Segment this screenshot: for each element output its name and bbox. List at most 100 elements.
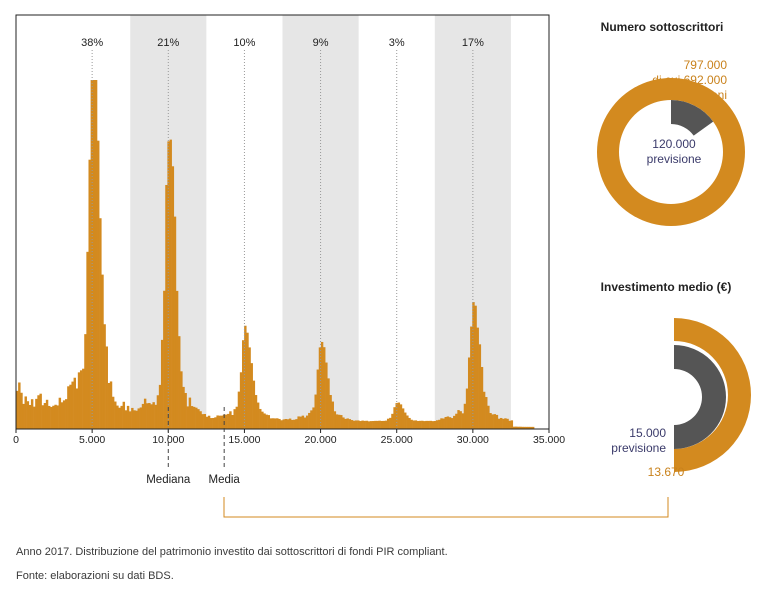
histogram-bar	[146, 403, 149, 429]
donut2-outer-label: 13.670	[648, 465, 685, 479]
donut1-inner-label-1: 120.000	[652, 137, 696, 151]
histogram-bar	[418, 420, 422, 429]
histogram-bar	[224, 414, 228, 429]
histogram-bar	[175, 290, 179, 429]
histogram-bar	[69, 384, 72, 429]
histogram-bar	[56, 405, 59, 429]
histogram-bar	[212, 417, 215, 429]
histogram-bar	[50, 406, 53, 429]
histogram-bar	[359, 421, 362, 429]
histogram-bar	[246, 332, 249, 429]
histogram-bar	[45, 399, 49, 429]
band-share-label: 9%	[313, 37, 329, 49]
histogram-bar	[380, 420, 384, 429]
histogram-bar	[207, 415, 211, 429]
donut2-forecast-arc	[674, 345, 726, 449]
histogram-bar	[329, 395, 332, 429]
histogram-bar	[427, 420, 430, 429]
histogram-bar	[156, 395, 160, 429]
histogram-bar	[531, 426, 535, 429]
histogram-bar	[86, 251, 89, 429]
histogram-bar	[75, 388, 79, 429]
histogram-bar	[22, 403, 25, 429]
histogram-bar	[160, 339, 164, 429]
histogram-bar	[361, 420, 364, 429]
histogram-bar	[265, 414, 268, 429]
histogram-bar	[320, 341, 324, 429]
histogram-bar	[438, 419, 441, 429]
histogram-bar	[363, 420, 366, 429]
histogram-bar	[423, 421, 426, 429]
histogram-bar	[148, 402, 151, 429]
band-share-label: 38%	[81, 37, 103, 49]
histogram-bar	[82, 368, 85, 429]
histogram-bar	[92, 80, 96, 429]
histogram-bar	[489, 413, 492, 429]
histogram-bar	[30, 399, 34, 429]
histogram-bar	[28, 404, 32, 429]
histogram-bar	[354, 420, 358, 429]
histogram-bar	[340, 415, 343, 429]
histogram-bar	[163, 290, 166, 429]
histogram-bar	[280, 420, 283, 429]
histogram-bar	[218, 415, 221, 429]
histogram-bar	[67, 386, 70, 429]
histogram-bar	[203, 413, 207, 429]
histogram-bar	[107, 383, 111, 429]
histogram-bar	[493, 414, 496, 429]
x-axis: 0 5.000 10.000 15.000 20.000 25.000 30.000 35.0…	[13, 429, 565, 446]
histogram-bar	[318, 347, 322, 429]
histogram-bar	[404, 412, 407, 429]
histogram-bar	[521, 426, 524, 429]
histogram-bar	[308, 412, 311, 429]
histogram-bar	[478, 344, 482, 429]
histogram-bar	[103, 324, 106, 429]
histogram-bar	[295, 419, 298, 429]
histogram-bar	[220, 415, 224, 429]
histogram-bar	[52, 405, 55, 429]
histogram-bar	[433, 421, 437, 429]
histogram-bar	[135, 410, 138, 429]
histogram-bar	[382, 420, 386, 429]
histogram-bar	[333, 411, 337, 429]
x-tick-label: 0	[13, 434, 19, 446]
histogram-bar	[369, 421, 373, 429]
histogram-bar	[114, 401, 117, 429]
donut2-title: Investimento medio (€)	[601, 280, 732, 294]
histogram-bar	[210, 418, 213, 429]
histogram-bar	[111, 396, 115, 429]
histogram-bar	[276, 418, 279, 429]
histogram-bar	[410, 419, 413, 429]
histogram-bar	[350, 420, 354, 429]
histogram-bar	[357, 420, 360, 429]
histogram-bar	[284, 418, 288, 429]
histogram-bar	[305, 415, 309, 429]
histogram-bar	[105, 346, 108, 429]
marker-label: Mediana	[146, 474, 191, 486]
histogram-bar	[502, 418, 505, 429]
histogram-bar	[150, 404, 153, 429]
histogram-bar	[186, 406, 189, 429]
histogram-bar	[54, 404, 57, 429]
histogram-bar	[33, 406, 36, 429]
histogram-bar	[273, 418, 277, 429]
histogram-bar	[485, 397, 488, 429]
histogram-bar	[352, 420, 356, 429]
histogram-bar	[120, 405, 123, 429]
histogram-bar	[122, 401, 126, 429]
histogram-bar	[188, 397, 192, 429]
histogram-bar	[41, 405, 45, 429]
histogram-bar	[457, 410, 460, 429]
histogram-bar	[109, 381, 113, 429]
histogram-bar	[453, 415, 456, 429]
histogram-bar	[314, 394, 317, 429]
histogram-bar	[470, 326, 473, 429]
histogram-bar	[523, 426, 526, 429]
histogram-bar	[97, 140, 100, 429]
histogram-bar	[195, 407, 198, 429]
histogram-bar	[201, 414, 204, 429]
histogram-bar	[335, 414, 339, 429]
histogram-bar	[180, 371, 183, 429]
histogram-bar	[497, 418, 501, 429]
